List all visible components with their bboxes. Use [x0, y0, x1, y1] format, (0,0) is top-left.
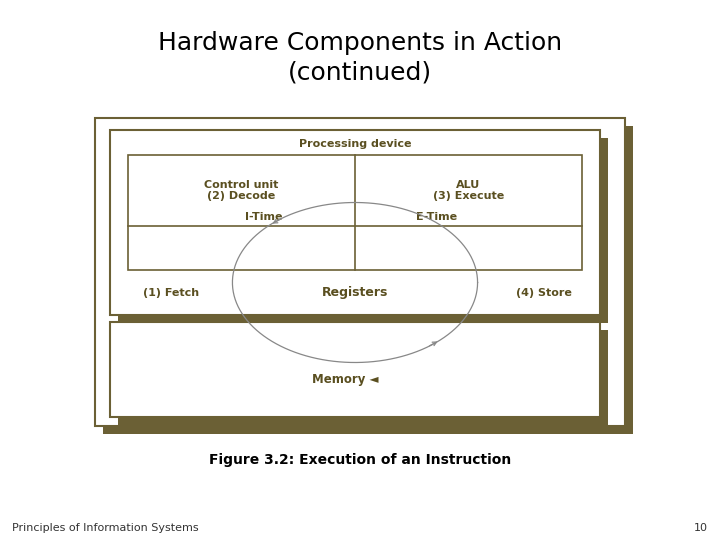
Text: Processing device: Processing device — [299, 139, 411, 149]
Text: Memory ◄: Memory ◄ — [312, 373, 378, 386]
Bar — [110, 322, 600, 417]
Bar — [95, 118, 625, 426]
Text: 10: 10 — [694, 523, 708, 533]
Bar — [118, 330, 608, 425]
Text: ALU
(3) Execute: ALU (3) Execute — [433, 180, 504, 201]
Text: E-Time: E-Time — [416, 212, 457, 222]
Text: Principles of Information Systems: Principles of Information Systems — [12, 523, 199, 533]
Text: Registers: Registers — [322, 286, 388, 299]
Bar — [128, 155, 582, 270]
Text: I-Time: I-Time — [246, 212, 283, 222]
Bar — [110, 130, 600, 315]
Text: Hardware Components in Action
(continued): Hardware Components in Action (continued… — [158, 31, 562, 85]
Text: (1) Fetch: (1) Fetch — [143, 287, 199, 298]
Text: Control unit
(2) Decode: Control unit (2) Decode — [204, 180, 279, 201]
Text: Figure 3.2: Execution of an Instruction: Figure 3.2: Execution of an Instruction — [209, 453, 511, 467]
Bar — [118, 138, 608, 323]
Text: (4) Store: (4) Store — [516, 287, 572, 298]
Bar — [103, 126, 633, 434]
